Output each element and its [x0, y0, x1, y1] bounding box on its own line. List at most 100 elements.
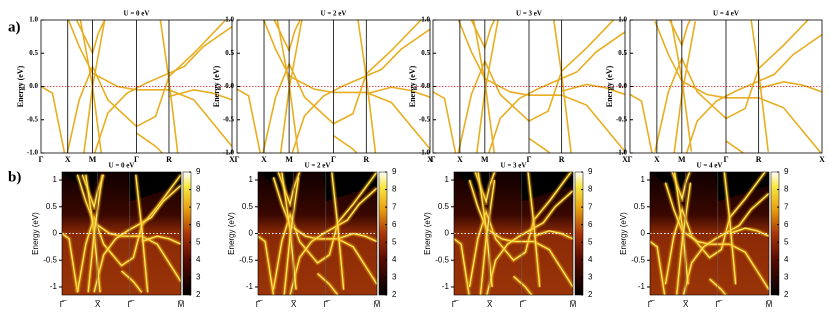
y-tick-label: 1.0 [618, 16, 627, 24]
band [317, 273, 339, 295]
colorbar-tick-label: 7 [784, 202, 789, 211]
colorbar-tick-label: 3 [392, 273, 397, 282]
colorbar-tick-label: 8 [588, 185, 593, 194]
y-tick-label: 0.5 [46, 202, 58, 211]
y-tick-label: 1.0 [421, 16, 430, 24]
y-tick-label: -1.0 [223, 149, 235, 157]
y-tick-label: -1 [442, 282, 450, 291]
band [457, 20, 625, 153]
band [93, 25, 232, 153]
colorbar-tick-label: 2 [392, 290, 397, 299]
colorbar-tick-label: 5 [588, 237, 593, 246]
y-tick-label: 0.5 [438, 202, 450, 211]
colorbar [574, 171, 584, 296]
band [654, 21, 822, 153]
y-axis-label: Energy (eV) [605, 65, 614, 107]
colorbar-tick-label: 9 [588, 167, 593, 176]
colorbar-tick-label: 2 [588, 290, 593, 299]
y-tick-label: -1 [638, 282, 646, 291]
y-tick-label: -1 [50, 282, 58, 291]
plot-title: U = 0 eV [124, 10, 150, 18]
y-tick-label: 0.5 [225, 49, 234, 57]
plot-title: U = 0 eV [109, 162, 135, 170]
band [709, 278, 727, 295]
colorbar [378, 171, 388, 296]
colorbar-tick-label: 4 [784, 255, 789, 264]
k-label: X [427, 155, 433, 164]
panel-label: b) [8, 169, 21, 185]
band [41, 85, 66, 153]
k-label: Γ̅ [520, 300, 527, 309]
colorbar-tick-label: 5 [196, 237, 201, 246]
k-label: M [481, 155, 489, 164]
colorbar-tick-label: 8 [392, 185, 397, 194]
colorbar-tick-label: 7 [588, 202, 593, 211]
y-axis-label: Energy (eV) [31, 212, 40, 255]
band [479, 179, 496, 295]
y-tick-label: -0.5 [27, 115, 39, 123]
colorbar [770, 171, 780, 296]
band [121, 270, 143, 293]
band [337, 232, 377, 243]
k-label: M̅ [570, 300, 577, 309]
colorbar-tick-label: 6 [392, 220, 397, 229]
band [630, 93, 653, 153]
y-tick-label: -0.5 [616, 115, 628, 123]
band [76, 174, 181, 293]
k-label: Γ [38, 155, 43, 164]
band [333, 135, 358, 153]
y-tick-label: 1 [249, 175, 254, 184]
colorbar-tick-label: 2 [784, 290, 789, 299]
k-label: M [678, 155, 686, 164]
plot-title: U = 3 eV [501, 162, 527, 170]
y-axis-label: Energy (eV) [212, 65, 221, 107]
y-tick-label: -0.5 [419, 115, 431, 123]
band [237, 88, 262, 153]
y-tick-label: 0.5 [29, 49, 38, 57]
colorbar-tick-label: 8 [784, 185, 789, 194]
band [454, 238, 470, 295]
y-tick-label: -1.0 [419, 149, 431, 157]
y-tick-label: 0 [445, 229, 450, 238]
colorbar-tick-label: 6 [784, 220, 789, 229]
band [135, 174, 149, 293]
band [62, 233, 79, 293]
k-label: M̅ [178, 300, 185, 309]
colorbar-tick-label: 5 [784, 237, 789, 246]
band [93, 184, 181, 293]
band [486, 190, 573, 295]
colorbar-tick-label: 3 [588, 273, 593, 282]
band [468, 172, 572, 288]
colorbar-tick-label: 4 [392, 255, 397, 264]
band [673, 172, 689, 285]
colorbar-tick-label: 4 [588, 255, 593, 264]
colorbar-tick-label: 6 [588, 220, 593, 229]
y-tick-label: -1.0 [27, 149, 39, 157]
k-label: Γ̅ [716, 300, 723, 309]
k-label: M̅ [766, 300, 773, 309]
k-label: Γ̅ [648, 300, 655, 309]
k-label: Γ [627, 155, 632, 164]
y-axis-label: Energy (eV) [16, 65, 25, 107]
colorbar-tick-label: 6 [196, 220, 201, 229]
band [262, 20, 430, 150]
y-tick-label: 0.0 [618, 82, 627, 90]
y-tick-label: 0.5 [242, 202, 254, 211]
k-label: M [285, 155, 293, 164]
k-label: M [89, 155, 97, 164]
band [272, 172, 377, 290]
band [650, 241, 666, 295]
k-label: X̅ [95, 300, 101, 309]
y-tick-label: 1 [445, 175, 450, 184]
k-label: R [363, 155, 369, 164]
k-label: X [457, 155, 463, 164]
band [289, 187, 377, 295]
colorbar-tick-label: 5 [392, 237, 397, 246]
y-tick-label: 1.0 [225, 16, 234, 24]
y-tick-label: -0.5 [631, 255, 645, 264]
colorbar-tick-label: 3 [196, 273, 201, 282]
y-tick-label: 0 [249, 229, 254, 238]
k-label: X̅ [487, 300, 493, 309]
colorbar-tick-label: 8 [196, 185, 201, 194]
